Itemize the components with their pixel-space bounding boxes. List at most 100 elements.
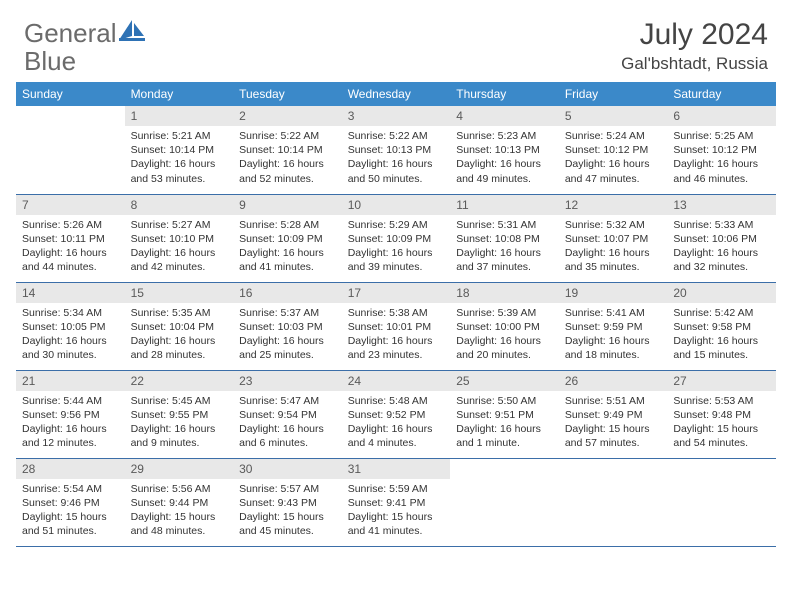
day-data: Sunrise: 5:29 AMSunset: 10:09 PMDaylight… (342, 215, 451, 279)
day-number: 3 (342, 106, 451, 126)
day-number: 31 (342, 459, 451, 479)
day-data: Sunrise: 5:39 AMSunset: 10:00 PMDaylight… (450, 303, 559, 367)
day-number: 13 (667, 195, 776, 215)
calendar-row: 21Sunrise: 5:44 AMSunset: 9:56 PMDayligh… (16, 370, 776, 458)
daylight-text: Daylight: 16 hours and 9 minutes. (131, 422, 228, 450)
calendar-body: 1Sunrise: 5:21 AMSunset: 10:14 PMDayligh… (16, 106, 776, 546)
calendar-cell: 19Sunrise: 5:41 AMSunset: 9:59 PMDayligh… (559, 282, 668, 370)
sunset-text: Sunset: 10:03 PM (239, 320, 336, 334)
sunrise-text: Sunrise: 5:59 AM (348, 482, 445, 496)
brand-name-b: Blue (24, 46, 76, 77)
daylight-text: Daylight: 16 hours and 1 minute. (456, 422, 553, 450)
sunrise-text: Sunrise: 5:35 AM (131, 306, 228, 320)
day-data: Sunrise: 5:25 AMSunset: 10:12 PMDaylight… (667, 126, 776, 190)
sunset-text: Sunset: 10:09 PM (239, 232, 336, 246)
day-number (16, 106, 125, 126)
day-number: 6 (667, 106, 776, 126)
day-number: 1 (125, 106, 234, 126)
calendar-cell: 6Sunrise: 5:25 AMSunset: 10:12 PMDayligh… (667, 106, 776, 194)
day-number: 8 (125, 195, 234, 215)
day-number: 18 (450, 283, 559, 303)
sunrise-text: Sunrise: 5:47 AM (239, 394, 336, 408)
calendar-row: 28Sunrise: 5:54 AMSunset: 9:46 PMDayligh… (16, 458, 776, 546)
daylight-text: Daylight: 16 hours and 37 minutes. (456, 246, 553, 274)
calendar-cell: 31Sunrise: 5:59 AMSunset: 9:41 PMDayligh… (342, 458, 451, 546)
day-data: Sunrise: 5:27 AMSunset: 10:10 PMDaylight… (125, 215, 234, 279)
calendar-cell: 8Sunrise: 5:27 AMSunset: 10:10 PMDayligh… (125, 194, 234, 282)
day-number (667, 459, 776, 479)
calendar-cell: 1Sunrise: 5:21 AMSunset: 10:14 PMDayligh… (125, 106, 234, 194)
weekday-header: Friday (559, 82, 668, 106)
sunset-text: Sunset: 10:06 PM (673, 232, 770, 246)
sunrise-text: Sunrise: 5:26 AM (22, 218, 119, 232)
day-data: Sunrise: 5:34 AMSunset: 10:05 PMDaylight… (16, 303, 125, 367)
calendar-cell: 10Sunrise: 5:29 AMSunset: 10:09 PMDaylig… (342, 194, 451, 282)
day-data: Sunrise: 5:33 AMSunset: 10:06 PMDaylight… (667, 215, 776, 279)
calendar-cell: 14Sunrise: 5:34 AMSunset: 10:05 PMDaylig… (16, 282, 125, 370)
sunset-text: Sunset: 10:13 PM (456, 143, 553, 157)
calendar-cell: 21Sunrise: 5:44 AMSunset: 9:56 PMDayligh… (16, 370, 125, 458)
sunrise-text: Sunrise: 5:45 AM (131, 394, 228, 408)
calendar-cell (16, 106, 125, 194)
daylight-text: Daylight: 16 hours and 25 minutes. (239, 334, 336, 362)
calendar-cell (450, 458, 559, 546)
day-data: Sunrise: 5:24 AMSunset: 10:12 PMDaylight… (559, 126, 668, 190)
day-number: 16 (233, 283, 342, 303)
day-number: 9 (233, 195, 342, 215)
daylight-text: Daylight: 16 hours and 41 minutes. (239, 246, 336, 274)
sunset-text: Sunset: 10:11 PM (22, 232, 119, 246)
sunrise-text: Sunrise: 5:38 AM (348, 306, 445, 320)
day-number: 14 (16, 283, 125, 303)
calendar-cell: 18Sunrise: 5:39 AMSunset: 10:00 PMDaylig… (450, 282, 559, 370)
sail-icon (119, 18, 145, 49)
calendar-cell: 15Sunrise: 5:35 AMSunset: 10:04 PMDaylig… (125, 282, 234, 370)
day-data: Sunrise: 5:57 AMSunset: 9:43 PMDaylight:… (233, 479, 342, 543)
day-data: Sunrise: 5:44 AMSunset: 9:56 PMDaylight:… (16, 391, 125, 455)
daylight-text: Daylight: 16 hours and 23 minutes. (348, 334, 445, 362)
daylight-text: Daylight: 15 hours and 54 minutes. (673, 422, 770, 450)
day-data: Sunrise: 5:45 AMSunset: 9:55 PMDaylight:… (125, 391, 234, 455)
sunrise-text: Sunrise: 5:22 AM (239, 129, 336, 143)
calendar-cell: 11Sunrise: 5:31 AMSunset: 10:08 PMDaylig… (450, 194, 559, 282)
daylight-text: Daylight: 16 hours and 44 minutes. (22, 246, 119, 274)
sunrise-text: Sunrise: 5:28 AM (239, 218, 336, 232)
calendar-cell: 23Sunrise: 5:47 AMSunset: 9:54 PMDayligh… (233, 370, 342, 458)
sunrise-text: Sunrise: 5:34 AM (22, 306, 119, 320)
sunset-text: Sunset: 10:04 PM (131, 320, 228, 334)
day-number: 15 (125, 283, 234, 303)
day-number: 22 (125, 371, 234, 391)
daylight-text: Daylight: 15 hours and 51 minutes. (22, 510, 119, 538)
daylight-text: Daylight: 16 hours and 4 minutes. (348, 422, 445, 450)
calendar-row: 7Sunrise: 5:26 AMSunset: 10:11 PMDayligh… (16, 194, 776, 282)
day-data: Sunrise: 5:50 AMSunset: 9:51 PMDaylight:… (450, 391, 559, 455)
day-number: 23 (233, 371, 342, 391)
day-number: 11 (450, 195, 559, 215)
day-number: 19 (559, 283, 668, 303)
day-number: 17 (342, 283, 451, 303)
day-number: 27 (667, 371, 776, 391)
title-location: Gal'bshtadt, Russia (621, 54, 768, 74)
sunset-text: Sunset: 10:12 PM (673, 143, 770, 157)
calendar-cell: 29Sunrise: 5:56 AMSunset: 9:44 PMDayligh… (125, 458, 234, 546)
sunset-text: Sunset: 10:14 PM (131, 143, 228, 157)
sunrise-text: Sunrise: 5:44 AM (22, 394, 119, 408)
sunrise-text: Sunrise: 5:23 AM (456, 129, 553, 143)
day-number: 5 (559, 106, 668, 126)
daylight-text: Daylight: 15 hours and 57 minutes. (565, 422, 662, 450)
day-data: Sunrise: 5:21 AMSunset: 10:14 PMDaylight… (125, 126, 234, 190)
sunset-text: Sunset: 9:55 PM (131, 408, 228, 422)
daylight-text: Daylight: 16 hours and 35 minutes. (565, 246, 662, 274)
sunset-text: Sunset: 10:14 PM (239, 143, 336, 157)
calendar-cell: 27Sunrise: 5:53 AMSunset: 9:48 PMDayligh… (667, 370, 776, 458)
day-data: Sunrise: 5:47 AMSunset: 9:54 PMDaylight:… (233, 391, 342, 455)
day-data: Sunrise: 5:59 AMSunset: 9:41 PMDaylight:… (342, 479, 451, 543)
day-number: 2 (233, 106, 342, 126)
daylight-text: Daylight: 15 hours and 48 minutes. (131, 510, 228, 538)
weekday-header-row: Sunday Monday Tuesday Wednesday Thursday… (16, 82, 776, 106)
sunset-text: Sunset: 10:05 PM (22, 320, 119, 334)
sunrise-text: Sunrise: 5:32 AM (565, 218, 662, 232)
sunrise-text: Sunrise: 5:33 AM (673, 218, 770, 232)
brand-logo: General (24, 18, 147, 49)
day-number: 28 (16, 459, 125, 479)
day-data: Sunrise: 5:37 AMSunset: 10:03 PMDaylight… (233, 303, 342, 367)
